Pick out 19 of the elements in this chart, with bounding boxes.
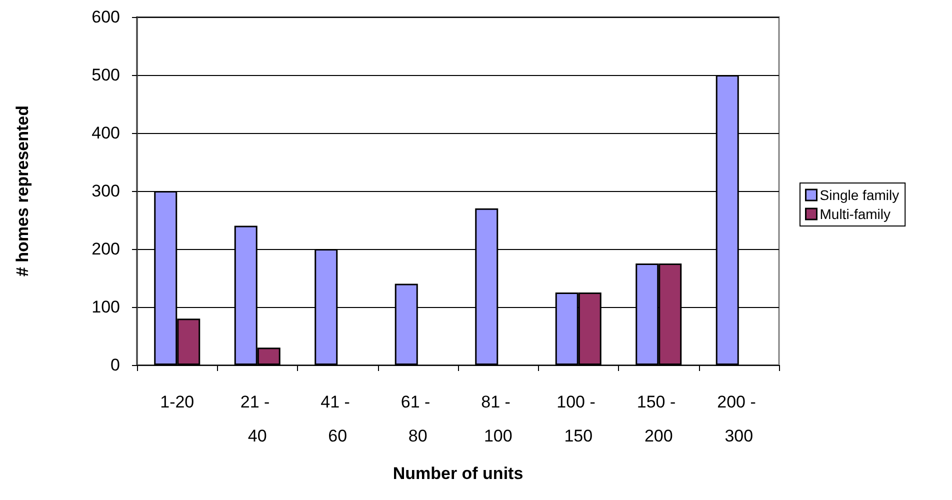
x-tick-label: 100 - 150 xyxy=(556,392,600,446)
y-tick-label: 300 xyxy=(92,182,120,200)
x-axis-title: Number of units xyxy=(392,464,524,483)
y-tick-label: 400 xyxy=(92,124,120,142)
x-tick-label: 1-20 xyxy=(160,392,194,412)
x-tick-label: 21 - 40 xyxy=(240,392,274,446)
legend-label: Single family xyxy=(820,187,900,203)
x-tick-label: 81 - 100 xyxy=(481,392,516,446)
x-tick-label: 200 - 300 xyxy=(717,392,761,446)
y-tick-label: 600 xyxy=(92,8,120,26)
y-tick-label: 200 xyxy=(92,240,120,258)
legend-label: Multi-family xyxy=(820,206,891,222)
y-axis-title: # homes represented xyxy=(13,105,32,277)
y-tick-label: 100 xyxy=(92,298,120,316)
x-tick-label: 150 - 200 xyxy=(636,392,680,446)
x-tick-label: 61 - 80 xyxy=(400,392,435,446)
y-tick-label: 500 xyxy=(92,66,120,84)
y-tick-label: 0 xyxy=(110,356,120,374)
x-tick-label: 41 - 60 xyxy=(320,392,355,446)
